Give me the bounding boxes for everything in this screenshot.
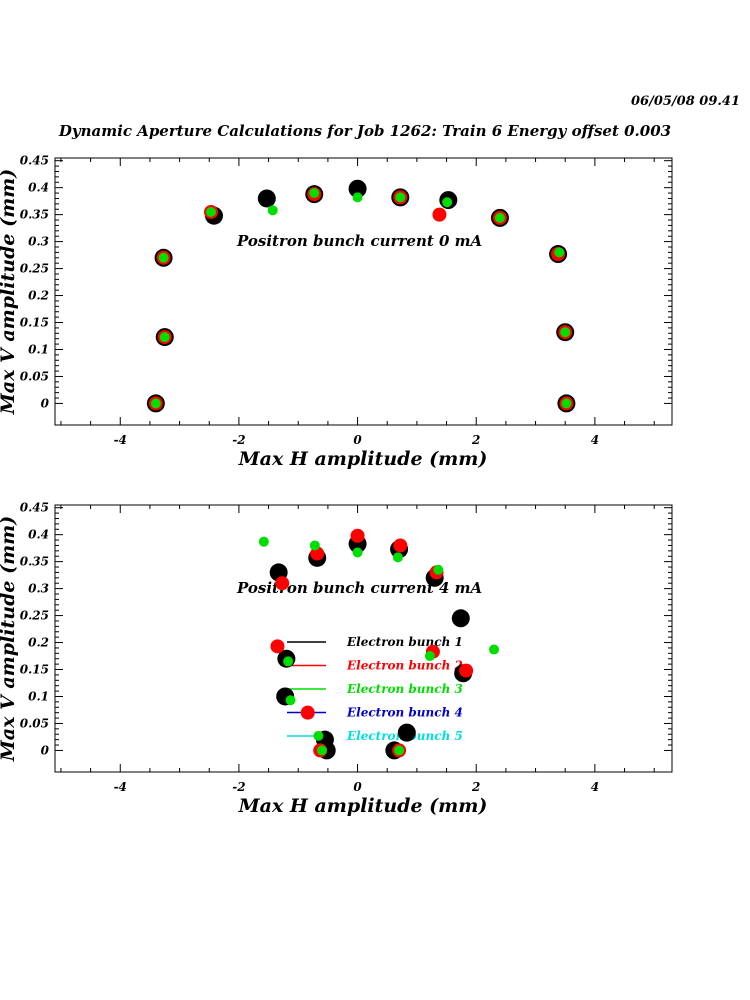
data-point-bunch3 [554, 247, 565, 258]
data-point-bunch3 [267, 205, 278, 216]
panel-annotation: Positron bunch current 0 mA [236, 232, 482, 250]
data-point-bunch1 [257, 189, 276, 208]
y-tick-label: 0.3 [28, 582, 49, 596]
y-tick-label: 0.35 [20, 208, 49, 222]
data-point-bunch1 [348, 179, 367, 198]
legend-label-bunch-3: Electron bunch 3 [346, 682, 463, 696]
x-tick-label: -4 [114, 780, 127, 794]
x-tick-label: 0 [353, 780, 362, 794]
data-point-bunch3 [352, 547, 363, 558]
y-tick-label: 0 [41, 396, 50, 410]
x-tick-label: -2 [232, 780, 245, 794]
data-point-bunch3 [159, 332, 170, 343]
data-point-bunch3 [392, 552, 403, 563]
y-tick-label: 0.1 [28, 342, 49, 356]
chart-panel-positron-0ma: -4 -2 0 2 4 0 0.05 0.1 0.15 0.2 0.25 0.3 0.35 0.4 0.45… [0, 154, 673, 470]
data-point-bunch3 [433, 564, 444, 575]
x-tick-label: -4 [114, 433, 127, 447]
legend-label-bunch-2: Electron bunch 2 [346, 659, 463, 673]
data-point-bunch3 [395, 192, 406, 203]
data-point-bunch3 [489, 644, 500, 655]
x-tick-label: 0 [353, 433, 362, 447]
plot-frame [54, 157, 673, 426]
y-axis-label: Max V amplitude (mm) [0, 169, 19, 416]
data-point-bunch2 [300, 705, 315, 720]
y-tick-label: 0 [41, 743, 50, 757]
data-point-bunch3 [316, 745, 327, 756]
y-tick-label: 0.25 [20, 609, 49, 623]
data-point-bunch1 [397, 723, 416, 742]
data-point-bunch1 [451, 609, 470, 628]
data-point-bunch2 [432, 207, 447, 222]
y-tick-label: 0.2 [28, 636, 49, 650]
data-point-bunch2 [350, 528, 365, 543]
data-point-bunch3 [352, 192, 363, 203]
y-tick-label: 0.4 [28, 528, 49, 542]
data-point-bunch2 [270, 639, 285, 654]
y-tick-label: 0.3 [28, 235, 49, 249]
data-point-bunch3 [285, 695, 296, 706]
data-point-bunch3 [442, 197, 453, 208]
y-tick-label: 0.4 [28, 181, 49, 195]
panel-annotation: Positron bunch current 4 mA [236, 579, 482, 597]
x-tick-label: 2 [471, 780, 480, 794]
x-tick-label: 2 [471, 433, 480, 447]
y-tick-label: 0.05 [20, 369, 49, 383]
data-point-bunch3 [394, 745, 405, 756]
data-point-bunch3 [313, 730, 324, 741]
y-axis-label: Max V amplitude (mm) [0, 516, 19, 763]
data-point-bunch3 [258, 536, 269, 547]
y-tick-label: 0.15 [20, 663, 49, 677]
y-tick-label: 0.45 [20, 154, 49, 168]
x-tick-label: -2 [232, 433, 245, 447]
y-tick-label: 0.2 [28, 289, 49, 303]
y-tick-label: 0.1 [28, 689, 49, 703]
data-point-bunch3 [150, 398, 161, 409]
data-point-bunch2 [275, 576, 290, 591]
data-point-bunch3 [424, 651, 435, 662]
x-tick-label: 4 [591, 780, 599, 794]
data-point-bunch2 [393, 538, 408, 553]
data-point-bunch3 [206, 206, 217, 217]
data-point-bunch3 [309, 540, 320, 551]
y-tick-label: 0.05 [20, 716, 49, 730]
y-tick-label: 0.15 [20, 316, 49, 330]
data-point-bunch3 [309, 188, 320, 199]
data-point-bunch3 [560, 327, 571, 338]
chart-panel-positron-4ma: -4 -2 0 2 4 0 0.05 0.1 0.15 0.2 0.25 0.3 0.35 0.4 0.45… [0, 501, 673, 817]
chart-title: Dynamic Aperture Calculations for Job 12… [58, 122, 672, 140]
y-tick-label: 0.35 [20, 555, 49, 569]
legend-label-bunch-1: Electron bunch 1 [346, 635, 463, 649]
data-point-bunch3 [158, 252, 169, 263]
y-tick-label: 0.25 [20, 262, 49, 276]
data-point-bunch3 [561, 398, 572, 409]
data-point-bunch3 [283, 656, 294, 667]
data-point-bunch2 [459, 663, 474, 678]
x-axis-label: Max H amplitude (mm) [238, 448, 488, 470]
data-point-bunch3 [494, 212, 505, 223]
date-stamp: 06/05/08 09.41 [630, 94, 740, 109]
legend-label-bunch-4: Electron bunch 4 [346, 706, 463, 720]
y-tick-label: 0.45 [20, 501, 49, 515]
x-tick-label: 4 [591, 433, 599, 447]
plot-frame [54, 504, 673, 773]
x-axis-label: Max H amplitude (mm) [238, 795, 488, 817]
